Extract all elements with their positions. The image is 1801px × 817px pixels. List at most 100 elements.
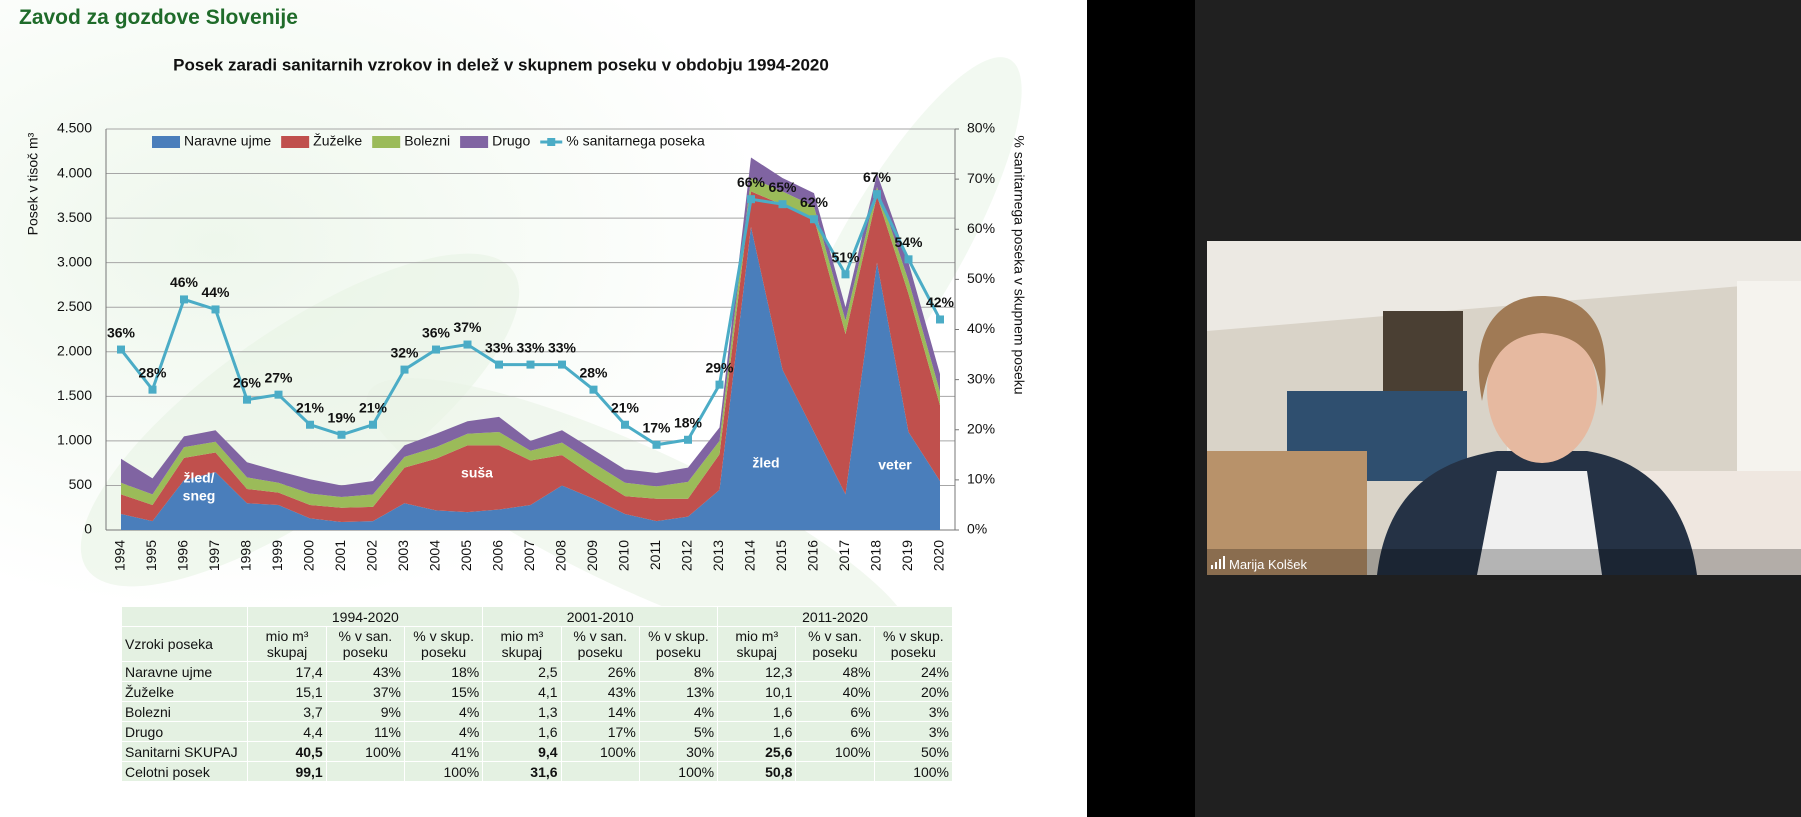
x-tick-label: 2014 xyxy=(742,540,758,571)
y2-tick-label: 0% xyxy=(967,521,987,537)
table-cell: 41% xyxy=(403,741,484,762)
table-cell: 24% xyxy=(873,661,954,682)
data-label: 44% xyxy=(201,284,230,300)
table-cell: 8% xyxy=(638,661,719,682)
table-cell: 3% xyxy=(873,701,954,722)
data-label: 65% xyxy=(768,179,797,195)
table-cell: Sanitarni SKUPAJ xyxy=(120,741,249,762)
table-cell: 3% xyxy=(873,721,954,742)
table-cell: 25,6 xyxy=(717,741,797,762)
annotation: suša xyxy=(461,465,493,481)
x-tick-label: 1994 xyxy=(112,540,128,571)
summary-table: 1994-2020 2001-2010 2011-2020 Vzroki poseka… xyxy=(120,606,954,782)
line-marker xyxy=(243,395,251,404)
table-cell: 100% xyxy=(638,761,719,782)
table-cell: 100% xyxy=(873,761,954,782)
y-tick-label: 0 xyxy=(84,521,92,537)
annotation: veter xyxy=(878,457,912,473)
table-cell xyxy=(795,761,875,782)
table-cell: 48% xyxy=(795,661,875,682)
table-cell: 20% xyxy=(873,681,954,702)
y-tick-label: 2.000 xyxy=(57,342,92,358)
data-label: 28% xyxy=(138,364,167,380)
data-label: 33% xyxy=(516,339,545,355)
line-marker xyxy=(621,420,629,429)
legend-swatch xyxy=(152,136,180,148)
window xyxy=(1737,281,1801,471)
table-cell: 100% xyxy=(325,741,405,762)
table-cell: 5% xyxy=(638,721,719,742)
x-tick-label: 2010 xyxy=(616,540,632,571)
table-cell: Celotni posek xyxy=(120,761,249,782)
table-cell: 43% xyxy=(560,681,640,702)
table-cell: 100% xyxy=(560,741,640,762)
line-marker xyxy=(778,200,787,209)
table-cell: 9,4 xyxy=(482,741,562,762)
table-cell: 43% xyxy=(325,661,405,682)
table-cell: 99,1 xyxy=(247,761,327,782)
table-cell: 2001-2010 xyxy=(482,606,719,627)
line-marker xyxy=(306,420,314,429)
y2-tick-label: 60% xyxy=(967,220,995,236)
data-label: 67% xyxy=(863,169,892,185)
table-cell: 17% xyxy=(560,721,640,742)
line-marker xyxy=(684,435,692,444)
data-label: 33% xyxy=(485,339,514,355)
line-marker xyxy=(810,215,818,224)
table-cell: 40% xyxy=(795,681,875,702)
y-tick-label: 3.500 xyxy=(57,209,92,225)
x-tick-label: 2004 xyxy=(427,540,443,571)
table-cell: 6% xyxy=(795,701,875,722)
line-marker xyxy=(589,385,598,394)
table-cell: mio m³ skupaj xyxy=(247,626,327,662)
y2-tick-label: 10% xyxy=(967,471,995,487)
table-cell: % v san. poseku xyxy=(795,626,875,662)
boxes xyxy=(1207,451,1367,575)
data-label: 37% xyxy=(453,319,482,335)
table-row: Sanitarni SKUPAJ 40,5 100% 41% 9,4 100% 30% 25,… xyxy=(120,741,954,762)
table-cell: 30% xyxy=(638,741,719,762)
line-marker xyxy=(400,365,409,374)
table-cell: 4% xyxy=(403,721,484,742)
face xyxy=(1487,319,1597,463)
legend-label: Žuželke xyxy=(313,133,362,149)
line-marker xyxy=(369,420,377,429)
x-tick-label: 2013 xyxy=(710,540,726,571)
table-cell: 4% xyxy=(403,701,484,722)
data-label: 36% xyxy=(422,324,451,340)
table-cell: 4,1 xyxy=(482,681,562,702)
table-cell: 31,6 xyxy=(482,761,562,782)
data-label: 21% xyxy=(611,399,640,415)
table-cell: 18% xyxy=(403,661,484,682)
line-marker xyxy=(117,345,125,354)
data-label: 27% xyxy=(264,369,293,385)
x-tick-label: 2009 xyxy=(584,540,600,571)
line-marker xyxy=(337,430,346,439)
x-tick-label: 2002 xyxy=(364,540,380,571)
table-cell: % v skup. poseku xyxy=(638,626,719,662)
line-marker xyxy=(936,315,944,324)
line-marker xyxy=(274,390,283,399)
table-cell: 17,4 xyxy=(247,661,327,682)
signal-icon xyxy=(1211,556,1225,569)
table-cell: 1994-2020 xyxy=(247,606,484,627)
x-tick-label: 2001 xyxy=(332,540,348,571)
y-tick-label: 500 xyxy=(69,476,93,492)
table-cell: 100% xyxy=(795,741,875,762)
table-cell: 12,3 xyxy=(717,661,797,682)
video-tile[interactable]: Marija Kolšek xyxy=(1207,241,1801,575)
table-row: 1994-2020 2001-2010 2011-2020 xyxy=(120,606,953,627)
table-cell: 50,8 xyxy=(717,761,797,782)
x-tick-label: 2011 xyxy=(647,540,663,570)
data-label: 29% xyxy=(705,359,734,375)
y-tick-label: 1.000 xyxy=(57,432,92,448)
line-marker xyxy=(873,190,881,199)
line-marker xyxy=(526,360,535,369)
table-cell: 26% xyxy=(560,661,640,682)
data-label: 62% xyxy=(800,194,829,210)
table-row: Bolezni 3,7 9% 4% 1,3 14% 4% 1,6 6% 3% xyxy=(120,701,954,722)
line-marker xyxy=(715,380,724,389)
table-cell: 15% xyxy=(403,681,484,702)
chart: Posek zaradi sanitarnih vzrokov in delež… xyxy=(25,55,1028,571)
table-cell: 1,6 xyxy=(717,721,797,742)
